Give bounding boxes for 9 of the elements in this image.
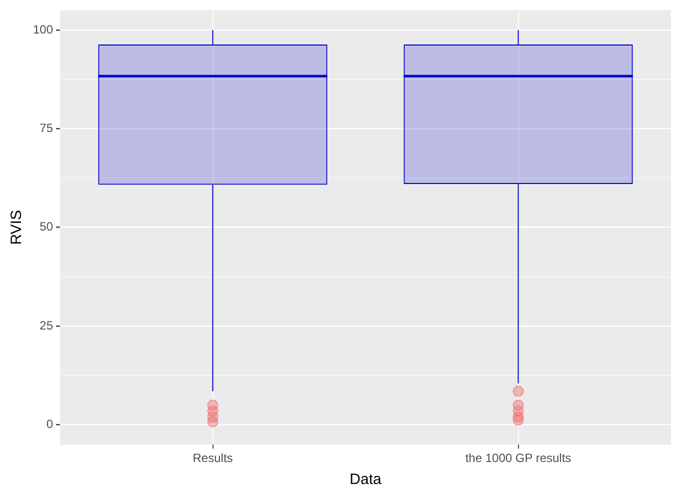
x-tick-label: Results	[192, 451, 233, 466]
y-axis-title: RVIS	[8, 210, 26, 245]
x-tick-label: the 1000 GP results	[465, 451, 572, 466]
y-tick-label: 0	[46, 417, 54, 432]
x-axis-title: Data	[350, 471, 382, 488]
y-tick-label: 25	[40, 318, 54, 332]
y-tick-label: 75	[40, 120, 54, 135]
y-tick-label: 50	[40, 220, 54, 234]
y-tick-label: 100	[32, 22, 54, 36]
